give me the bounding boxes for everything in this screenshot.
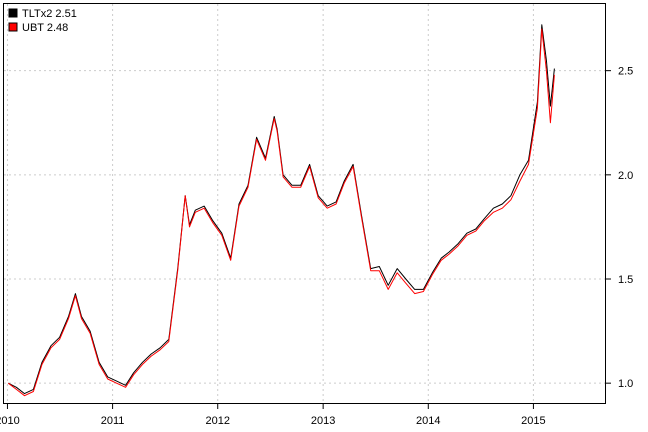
plot-frame (3, 3, 606, 404)
y-tick-label: 2.0 (618, 170, 633, 182)
legend-swatch (8, 8, 18, 18)
y-axis: 1.0 1.5 2.0 2.5 (606, 66, 633, 390)
x-tick-label: 2012 (205, 415, 229, 427)
legend-label: UBT 2.48 (22, 22, 68, 34)
x-tick-label: 2011 (101, 415, 125, 427)
x-axis: 2010 2011 2012 2013 2014 2015 (0, 404, 546, 427)
y-tick-label: 1.5 (618, 274, 633, 286)
legend-swatch (8, 22, 18, 32)
x-tick-label: 2013 (311, 415, 335, 427)
series-line-ubt (7, 28, 555, 397)
x-tick-label: 2010 (0, 415, 20, 427)
y-tick-label: 1.0 (618, 378, 633, 390)
y-tick-label: 2.5 (618, 66, 633, 78)
legend: TLTx2 2.51 UBT 2.48 (8, 8, 77, 34)
series-layer (7, 24, 555, 397)
x-tick-label: 2015 (521, 415, 545, 427)
legend-label: TLTx2 2.51 (22, 8, 77, 20)
x-tick-label: 2014 (416, 415, 440, 427)
